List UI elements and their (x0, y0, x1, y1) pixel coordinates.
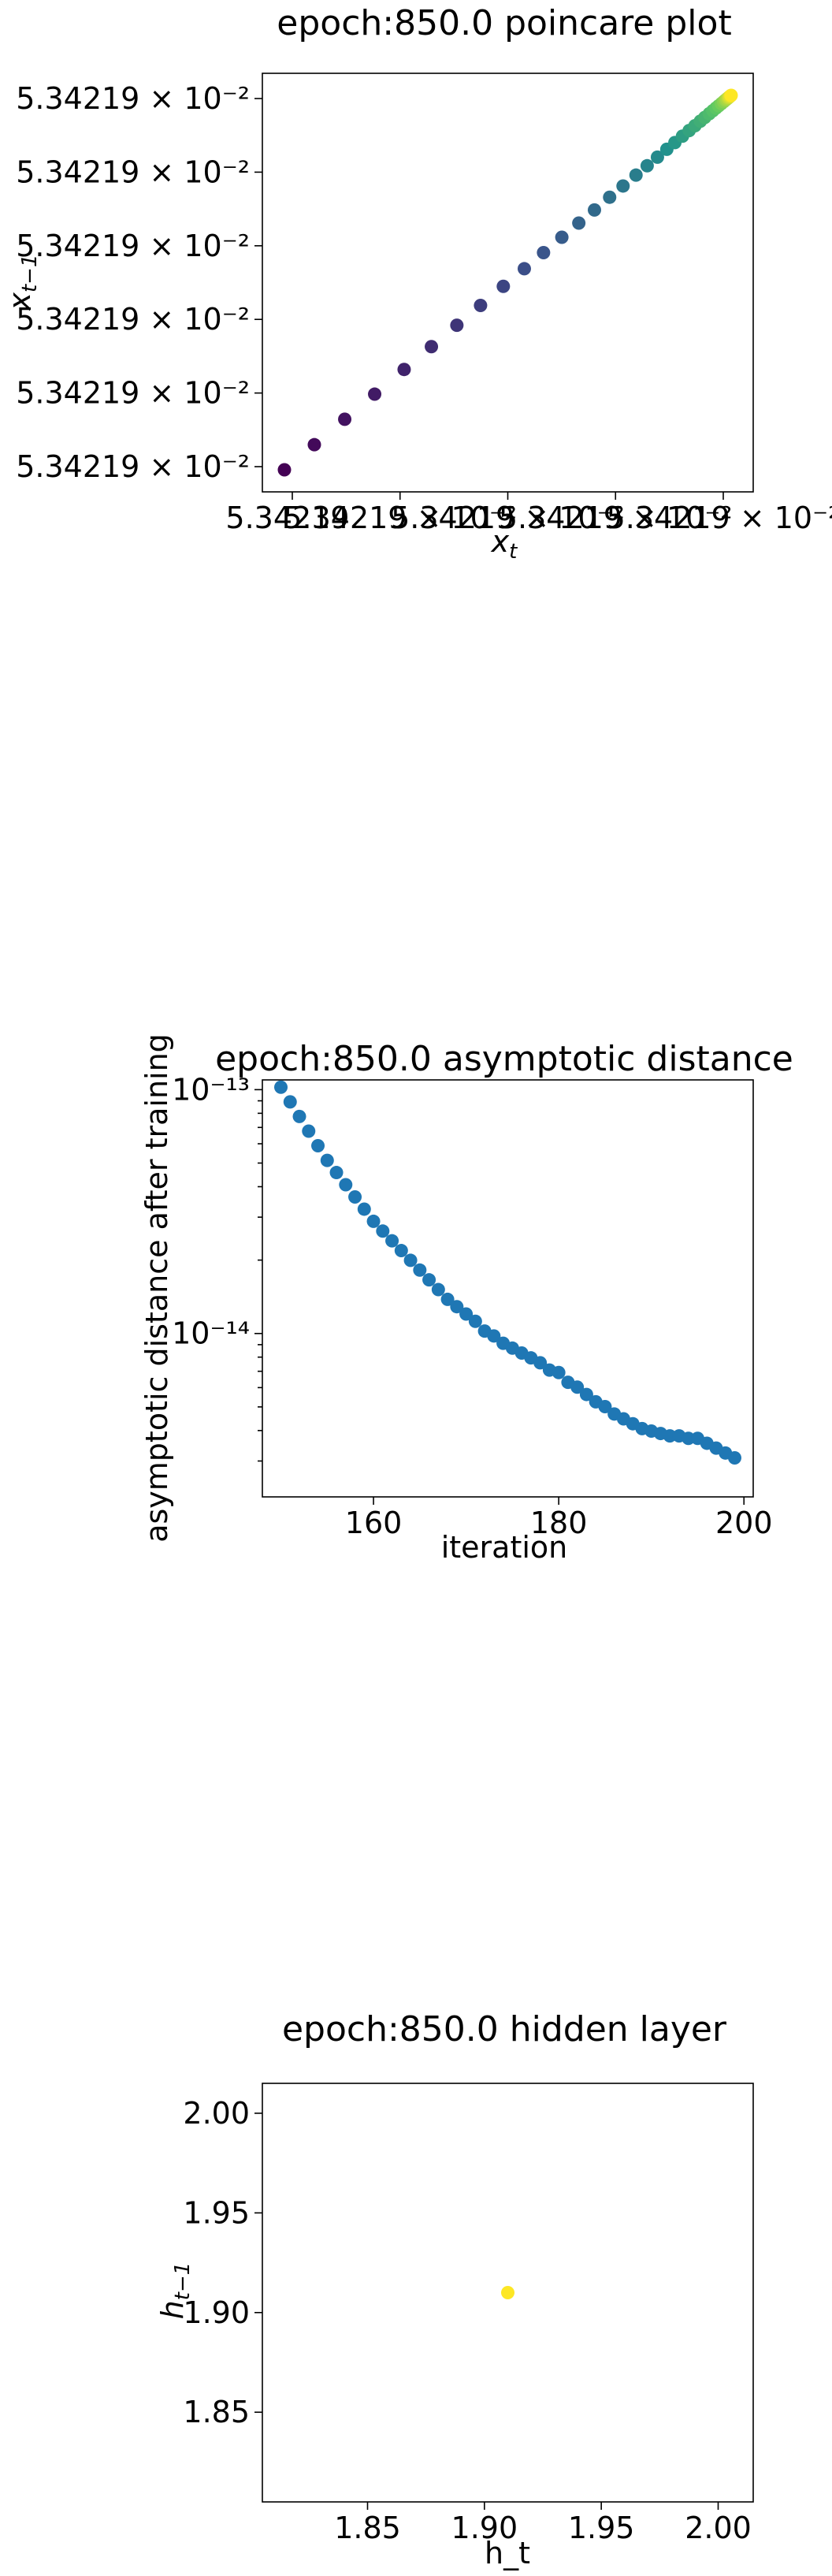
poincare-point (537, 246, 551, 259)
hidden-x-tick-label: 1.85 (334, 2511, 401, 2545)
asymptotic-x-tick-label: 200 (715, 1506, 773, 1540)
hidden-y-tick-label: 2.00 (183, 2096, 250, 2131)
asymptotic-point (376, 1224, 390, 1238)
asymptotic-point (468, 1314, 482, 1328)
poincare-y-label: xt−1 (2, 254, 42, 311)
poincare-y-ticks: 5.34219 × 10⁻² 5.34219 × 10⁻² 5.34219 × 10… (16, 81, 262, 484)
asymptotic-y-tick-label: 10⁻¹³ (172, 1072, 250, 1107)
hidden-x-tick-label: 2.00 (685, 2511, 752, 2545)
poincare-point (397, 363, 411, 377)
poincare-point (650, 150, 664, 164)
asymptotic-y-ticks: 10⁻¹³ 10⁻¹⁴ (172, 1072, 262, 1462)
asymptotic-x-label: iteration (441, 1530, 568, 1565)
asymptotic-x-ticks: 160 180 200 (345, 1497, 773, 1540)
asymptotic-y-label: asymptotic distance after training (139, 1033, 174, 1543)
poincare-point (587, 203, 601, 217)
hidden-y-ticks: 1.85 1.90 1.95 2.00 (183, 2096, 262, 2429)
asymptotic-point (533, 1356, 548, 1370)
poincare-point (307, 437, 321, 452)
asymptotic-point (366, 1214, 381, 1228)
asymptotic-point (348, 1189, 362, 1204)
asymptotic-point (339, 1178, 353, 1192)
poincare-y-tick-label: 5.34219 × 10⁻² (16, 302, 250, 337)
asymptotic-point (431, 1282, 445, 1297)
hidden-x-ticks: 1.85 1.90 1.95 2.00 (334, 2502, 752, 2545)
poincare-point (603, 190, 617, 204)
poincare-title: epoch:850.0 poincare plot (277, 3, 731, 43)
asymptotic-title: epoch:850.0 asymptotic distance (215, 1039, 793, 1079)
poincare-point (572, 216, 586, 230)
asymptotic-point (385, 1234, 399, 1248)
asymptotic-y-tick-label: 10⁻¹⁴ (172, 1316, 250, 1351)
poincare-point (474, 298, 488, 312)
poincare-point (496, 279, 511, 293)
asymptotic-x-tick-label: 160 (345, 1506, 403, 1540)
asymptotic-point (329, 1166, 344, 1180)
asymptotic-point (440, 1292, 455, 1306)
asymptotic-point (598, 1400, 612, 1414)
hidden-x-label: h_t (485, 2536, 530, 2570)
asymptotic-point (487, 1329, 501, 1343)
poincare-x-tick-label: 5.34219 × 10⁻² (499, 501, 733, 535)
asymptotic-distance-plot: epoch:850.0 asymptotic distance 10⁻¹³10⁻… (139, 1033, 793, 1565)
poincare-point (450, 318, 464, 333)
poincare-x-tick-label: 5.34219 × 10⁻² (607, 501, 832, 535)
hidden-points (501, 2286, 514, 2299)
asymptotic-point (450, 1300, 464, 1314)
poincare-point (517, 262, 531, 276)
poincare-point (724, 88, 738, 102)
poincare-y-tick-label: 5.34219 × 10⁻² (16, 81, 250, 116)
poincare-point (629, 168, 643, 182)
poincare-x-tick-label: 5.34219 × 10⁻² (283, 501, 517, 535)
poincare-plot: epoch:850.0 poincare plot 5.34219 × 10⁻²… (2, 3, 832, 564)
asymptotic-point (283, 1095, 297, 1109)
asymptotic-points (274, 1080, 741, 1465)
asymptotic-x-tick-label: 180 (530, 1506, 588, 1540)
asymptotic-point (663, 1429, 677, 1443)
poincare-y-tick-label: 5.34219 × 10⁻² (16, 376, 250, 411)
asymptotic-point (403, 1253, 418, 1268)
poincare-point (338, 412, 352, 426)
poincare-x-tick-label: 5.34219 × 10⁻² (391, 501, 625, 535)
poincare-point (616, 179, 630, 193)
asymptotic-point (422, 1273, 436, 1287)
asymptotic-point (682, 1431, 696, 1446)
poincare-point (555, 230, 569, 244)
hidden-x-tick-label: 1.95 (568, 2511, 635, 2545)
asymptotic-point (579, 1387, 593, 1402)
poincare-y-tick-label: 5.34219 × 10⁻² (16, 449, 250, 484)
poincare-point (425, 340, 439, 354)
poincare-y-tick-label: 5.34219 × 10⁻² (16, 154, 250, 189)
hidden-y-tick-label: 1.90 (183, 2295, 250, 2330)
asymptotic-point (570, 1380, 585, 1394)
asymptotic-axes-frame (262, 1079, 754, 1498)
poincare-point (640, 158, 654, 173)
poincare-point (277, 463, 292, 477)
hidden-axes-frame (262, 2083, 754, 2503)
asymptotic-point (292, 1109, 306, 1123)
asymptotic-point (552, 1365, 566, 1379)
poincare-y-tick-label: 5.34219 × 10⁻² (16, 229, 250, 263)
poincare-points (277, 88, 738, 477)
hidden-y-tick-label: 1.85 (183, 2395, 250, 2429)
hidden-point (501, 2286, 514, 2299)
asymptotic-point (413, 1263, 427, 1277)
asymptotic-point (727, 1451, 741, 1465)
asymptotic-point (302, 1124, 316, 1138)
asymptotic-point (357, 1202, 371, 1216)
hidden-layer-plot: epoch:850.0 hidden layer 1.85 1.90 1.95 2.0… (155, 2009, 754, 2570)
hidden-y-tick-label: 1.95 (183, 2195, 250, 2230)
poincare-x-tick-label: 5.34219 (225, 501, 349, 535)
poincare-point (368, 387, 382, 401)
hidden-title: epoch:850.0 hidden layer (282, 2009, 727, 2049)
asymptotic-point (274, 1080, 288, 1094)
asymptotic-point (320, 1153, 334, 1167)
hidden-x-tick-label: 1.90 (451, 2511, 518, 2545)
asymptotic-point (459, 1307, 474, 1321)
asymptotic-point (311, 1139, 325, 1153)
asymptotic-point (394, 1244, 408, 1258)
hidden-y-label: ht−1 (155, 2262, 195, 2320)
